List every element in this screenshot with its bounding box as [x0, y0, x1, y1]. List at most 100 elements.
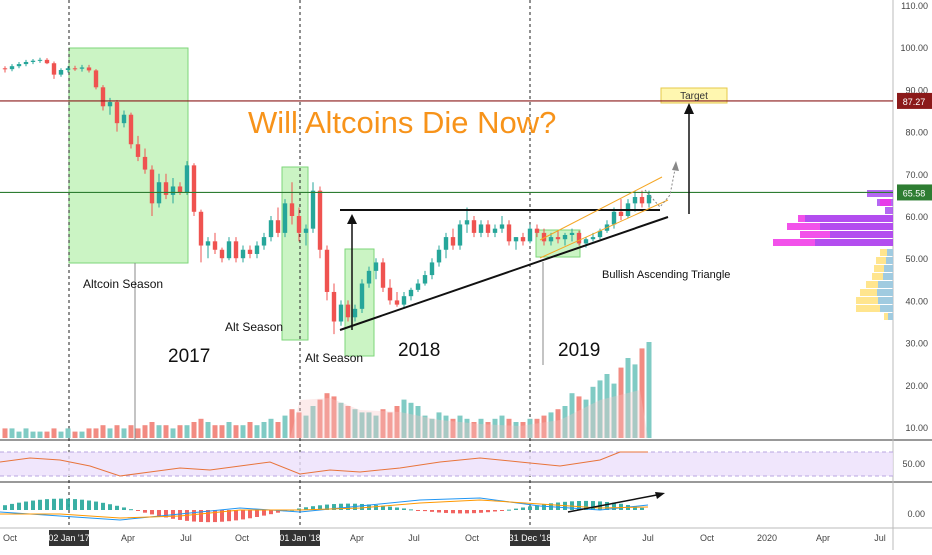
- price-tick: 50.00: [905, 254, 928, 264]
- candle-body: [387, 287, 393, 301]
- macd-histogram-bar: [115, 505, 119, 510]
- candle-body: [611, 211, 617, 225]
- annotation-alt-season: Alt Season: [225, 320, 283, 334]
- volume-bar: [415, 406, 421, 438]
- macd-histogram-bar: [80, 499, 84, 510]
- macd-histogram-bar: [423, 510, 427, 512]
- volume-bar: [331, 396, 337, 438]
- volume-bar: [478, 418, 484, 438]
- macd-histogram-bar: [395, 507, 399, 510]
- candle-body: [422, 275, 428, 284]
- volume-bar: [639, 348, 645, 438]
- macd-histogram-bar: [31, 500, 35, 510]
- candle-body: [2, 68, 8, 70]
- candle-body: [380, 262, 386, 288]
- price-tick: 40.00: [905, 296, 928, 306]
- volume-bar: [114, 425, 120, 438]
- volume-bar: [282, 415, 288, 438]
- macd-histogram-bar: [451, 510, 455, 514]
- candle-body: [506, 224, 512, 242]
- candle-body: [212, 241, 218, 250]
- macd-histogram-bar: [129, 509, 133, 511]
- volume-bar: [149, 422, 155, 438]
- volume-bar: [534, 418, 540, 438]
- candle-body: [324, 249, 330, 292]
- candle-body: [345, 304, 351, 318]
- candle-body: [555, 237, 561, 240]
- candle-body: [296, 216, 302, 233]
- triangle-support: [339, 216, 669, 331]
- macd-histogram-bar: [514, 508, 518, 510]
- candle-body: [569, 232, 575, 235]
- candle-body: [331, 291, 337, 322]
- volume-bar: [310, 406, 316, 438]
- macd-histogram-bar: [409, 509, 413, 511]
- volume-bar: [72, 431, 78, 438]
- volume-bar: [443, 415, 449, 438]
- candle-body: [261, 237, 267, 246]
- candle-body: [450, 237, 456, 246]
- volume-bar: [233, 425, 239, 438]
- price-tick: 60.00: [905, 212, 928, 222]
- price-tick: 80.00: [905, 128, 928, 138]
- volume-bar: [513, 422, 519, 438]
- volume-bar: [632, 364, 638, 438]
- macd-histogram-bar: [45, 499, 49, 510]
- candle-body: [338, 304, 344, 322]
- volume-bar: [107, 428, 113, 438]
- macd-histogram-bar: [276, 510, 280, 513]
- volume-bar: [9, 428, 15, 438]
- macd-histogram-bar: [3, 505, 7, 510]
- candle-body: [289, 203, 295, 216]
- volume-bar: [646, 342, 652, 438]
- candle-body: [478, 224, 484, 233]
- volume-bar: [121, 428, 127, 438]
- candle-body: [590, 237, 596, 240]
- year-label-2019: 2019: [558, 340, 600, 361]
- candle-body: [394, 300, 400, 305]
- volume-bar: [240, 425, 246, 438]
- candle-body: [282, 203, 288, 233]
- volume-bar: [261, 422, 267, 438]
- macd-histogram-bar: [108, 504, 112, 510]
- volume-bar: [359, 412, 365, 438]
- chart-title: Will Altcoins Die Now?: [248, 105, 556, 140]
- macd-histogram-bar: [17, 502, 21, 510]
- candle-body: [429, 262, 435, 276]
- volume-bar: [520, 422, 526, 438]
- volume-bar: [590, 386, 596, 438]
- volume-profile-bar: [886, 257, 893, 264]
- candle-body: [30, 60, 36, 62]
- macd-histogram-bar: [577, 501, 581, 510]
- macd-histogram-bar: [381, 505, 385, 510]
- macd-histogram-bar: [318, 505, 322, 510]
- volume-bar: [58, 431, 64, 438]
- volume-bar: [296, 412, 302, 438]
- macd-histogram-bar: [633, 506, 637, 510]
- rsi-band: [0, 452, 893, 476]
- candle-body: [639, 197, 645, 204]
- candle-body: [219, 249, 225, 259]
- macd-histogram-bar: [535, 505, 539, 510]
- volume-bar: [541, 415, 547, 438]
- macd-histogram-bar: [430, 510, 434, 512]
- macd-histogram-bar: [486, 510, 490, 513]
- volume-bar: [492, 418, 498, 438]
- volume-bar: [100, 425, 106, 438]
- volume-bar: [317, 399, 323, 438]
- macd-histogram-bar: [360, 503, 364, 510]
- rsi-line: [0, 451, 648, 477]
- candle-body: [457, 224, 463, 246]
- volume-bar: [429, 418, 435, 438]
- volume-profile-bar: [820, 223, 893, 230]
- volume-bar: [86, 428, 92, 438]
- time-label: Apr: [816, 533, 830, 543]
- macd-histogram-bar: [458, 510, 462, 514]
- time-label: 31 Dec '18: [509, 533, 552, 543]
- macd-histogram-bar: [227, 510, 231, 522]
- volume-bar: [2, 428, 8, 438]
- time-label: Oct: [700, 533, 715, 543]
- macd-histogram-bar: [444, 510, 448, 513]
- candle-body: [576, 232, 582, 244]
- macd-histogram-bar: [24, 501, 28, 510]
